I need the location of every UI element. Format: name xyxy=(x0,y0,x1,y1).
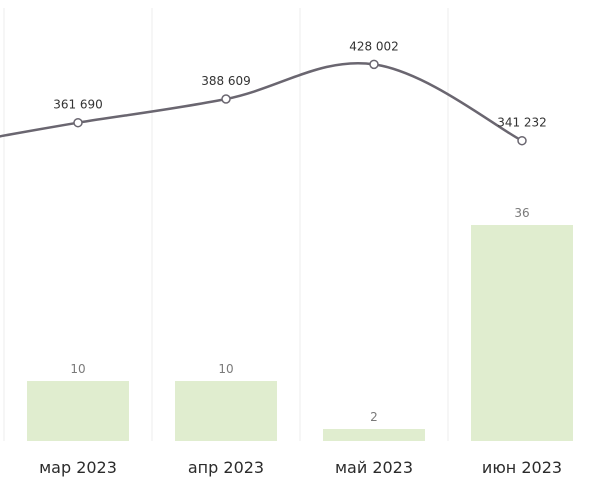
bar-label: 10 xyxy=(218,362,233,376)
bar xyxy=(175,381,277,441)
bar-label: 36 xyxy=(514,206,529,220)
bar xyxy=(471,225,573,441)
line-value-label: 428 002 xyxy=(349,39,399,53)
line-point xyxy=(517,135,527,146)
x-tick-label: май 2023 xyxy=(335,458,413,477)
bar xyxy=(27,381,129,441)
line-point xyxy=(369,59,379,70)
line-point xyxy=(73,117,83,128)
line-value-label: 388 609 xyxy=(201,74,251,88)
line-value-label: 341 232 xyxy=(497,116,547,130)
x-tick-label: мар 2023 xyxy=(39,458,117,477)
bar-label: 10 xyxy=(70,362,85,376)
bar-label: 2 xyxy=(370,410,378,424)
x-tick-label: апр 2023 xyxy=(188,458,264,477)
line-value-label: 361 690 xyxy=(53,98,103,112)
x-tick-label: июн 2023 xyxy=(482,458,562,477)
bar xyxy=(323,429,425,441)
line-point xyxy=(221,94,231,104)
series-line xyxy=(0,62,524,142)
